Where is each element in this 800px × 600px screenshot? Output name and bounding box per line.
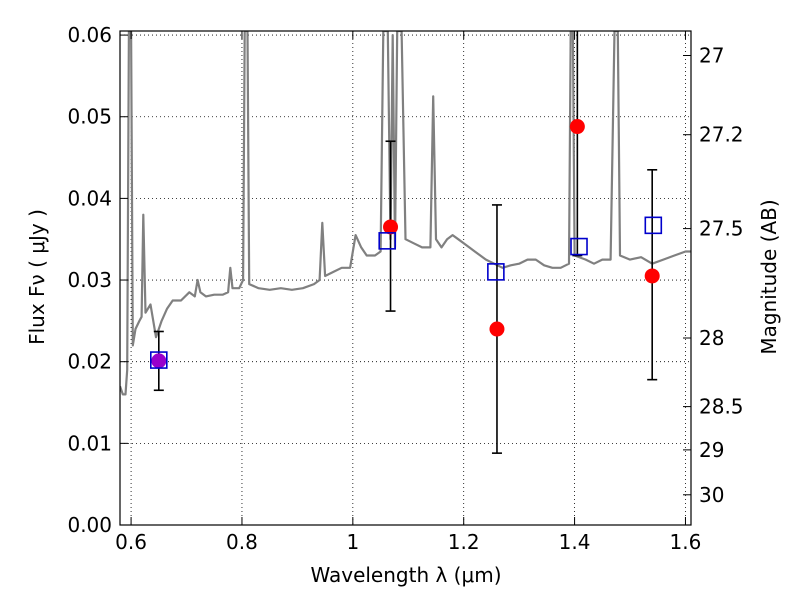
model-point: [378, 232, 397, 250]
data-layer: [120, 31, 691, 454]
x-tick-label: 1: [346, 530, 359, 554]
axes-layer: 0.6 0.8 1 1.2 1.4 1.6 0.00 0.01 0.02 0.03 0.04 0.05…: [67, 23, 743, 554]
y-tick-label: 0.06: [67, 23, 112, 47]
right-tick-label: 27.2: [699, 123, 744, 147]
x-tick-label: 1.6: [670, 530, 702, 554]
observed-point: [644, 268, 660, 284]
x-axis-label: Wavelength λ (μm): [310, 563, 501, 587]
model-point: [487, 263, 505, 281]
observed-point: [569, 119, 585, 135]
y-tick-label: 0.02: [67, 350, 112, 374]
y-axis-label-left: Flux Fν ( μJy ): [25, 209, 49, 345]
x-tick-label: 1.4: [559, 530, 591, 554]
observed-point: [151, 353, 167, 369]
x-tick-label: 1.2: [448, 530, 480, 554]
model-spectrum-line: [120, 31, 691, 396]
y-tick-label: 0.04: [67, 186, 112, 210]
observed-point: [383, 219, 399, 235]
grid-layer: [120, 31, 691, 526]
right-tick-label: 30: [699, 483, 724, 507]
right-tick-label: 28.5: [699, 395, 744, 419]
model-point: [644, 216, 663, 235]
y-tick-label: 0.01: [67, 431, 112, 455]
model-point: [570, 237, 588, 256]
y-tick-label: 0.03: [67, 268, 112, 292]
right-tick-label: 27: [699, 43, 724, 67]
plot-frame: [119, 30, 692, 526]
y-tick-label: 0.00: [67, 513, 112, 537]
y-axis-label-right: Magnitude (AB): [757, 199, 781, 354]
observed-point: [489, 321, 505, 337]
model-point: [150, 351, 168, 369]
y-tick-label: 0.05: [67, 105, 112, 129]
right-tick-label: 28: [699, 326, 724, 350]
right-tick-label: 29: [699, 438, 724, 462]
x-tick-label: 0.6: [115, 530, 147, 554]
x-tick-label: 0.8: [226, 530, 258, 554]
right-tick-label: 27.5: [699, 217, 744, 241]
